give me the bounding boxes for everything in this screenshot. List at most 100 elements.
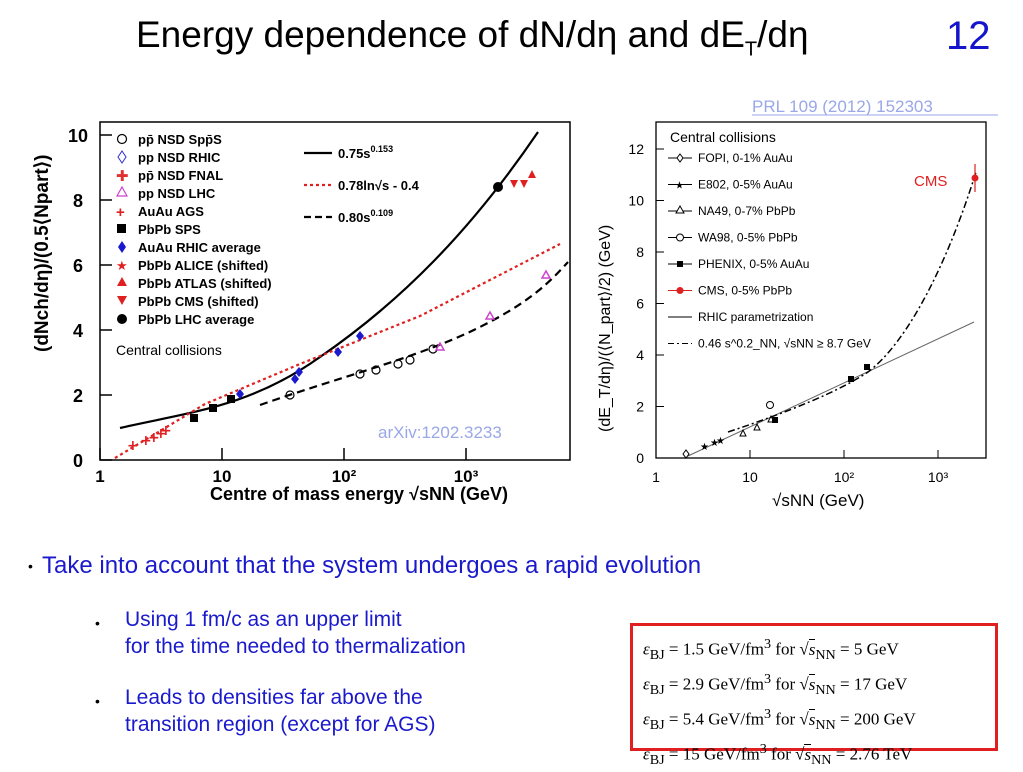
- right-y-tick-label: 4: [636, 347, 644, 363]
- left-x-tick-label: 10³: [454, 467, 479, 486]
- legend-star-icon: ★: [116, 258, 128, 273]
- bullet-sub-1: • Using 1 fm/c as an upper limit for the…: [95, 606, 466, 660]
- legend-label: pp̄ NSD FNAL: [138, 168, 223, 183]
- epsilon-symbol: ε: [643, 639, 650, 659]
- right-legend-label: RHIC parametrization: [698, 310, 813, 324]
- right-legend-label: E802, 0-5% AuAu: [698, 178, 793, 192]
- eq-superscript: 3: [763, 636, 772, 652]
- legend-label: pp NSD LHC: [138, 186, 216, 201]
- right-legend-red-circle-icon: [676, 287, 684, 294]
- right-data-points: ★ ★★: [682, 164, 979, 459]
- right-y-tick-label: 10: [628, 193, 644, 209]
- eq-root-subscript: NN: [815, 647, 836, 664]
- legend-open-diamond-icon: [117, 150, 127, 164]
- rhic-average-points: [236, 331, 364, 399]
- left-y-tick-label: 4: [73, 321, 83, 341]
- legend-label: PbPb ALICE (shifted): [138, 258, 268, 273]
- eq-subscript: BJ: [649, 717, 665, 734]
- legend-label: pp NSD RHIC: [138, 150, 221, 165]
- right-legend-open-circle-icon: [676, 233, 684, 242]
- eq-root-var: s: [808, 638, 816, 659]
- legend-curve-exponent: 0.109: [371, 208, 394, 218]
- bullet-sub-1-line-2: for the time needed to thermalization: [125, 635, 466, 658]
- pp-lhc-points: [434, 269, 552, 351]
- legend-circle-icon: [117, 314, 127, 324]
- left-x-tick-label: 10²: [332, 467, 357, 486]
- sqrt-symbol: √: [799, 674, 809, 694]
- bullet-sub-2-line-2: transition region (except for AGS): [125, 713, 436, 736]
- eq-root-var: s: [808, 708, 816, 729]
- legend-open-cross-icon: ✚: [116, 168, 129, 185]
- legend-open-circle-icon: [116, 133, 128, 145]
- title-tail-text: /dη: [757, 14, 809, 55]
- legend-triangle-down-icon: [117, 296, 127, 305]
- cms-label: CMS: [914, 173, 947, 190]
- right-legend-star-icon: ★: [675, 181, 684, 192]
- eq-superscript: 3: [763, 671, 772, 688]
- left-y-tick-label: 10: [68, 126, 88, 146]
- svg-text:★: ★: [700, 442, 709, 453]
- eq-value: = 1.5 GeV/fm: [664, 639, 764, 659]
- right-legend-label: NA49, 0-7% PbPb: [698, 204, 796, 218]
- svg-text:+: +: [140, 433, 152, 449]
- eq-value: = 5.4 GeV/fm: [664, 709, 764, 729]
- eq-superscript: 3: [763, 706, 772, 723]
- right-x-tick-label: 10: [742, 469, 758, 485]
- bullet-main: • Take into account that the system unde…: [28, 552, 701, 580]
- left-reference: arXiv:1202.3233: [378, 423, 502, 442]
- lhc-average-points: [493, 170, 536, 192]
- right-legend-open-triangle-icon: [675, 204, 685, 214]
- right-legend-open-diamond-icon: [676, 153, 684, 163]
- epsilon-symbol: ε: [643, 674, 650, 694]
- right-y-tick-label: 0: [636, 450, 644, 466]
- right-legend-label: 0.46 s^0.2_NN, √sNN ≥ 8.7 GeV: [698, 337, 871, 351]
- legend-square-icon: [117, 224, 126, 233]
- eq-result: = 17 GeV: [835, 674, 908, 694]
- energy-density-equation: εBJ = 2.9 GeV/fm3 for √sNN = 17 GeV: [643, 667, 995, 702]
- legend-label: pp̄ NSD Spp̄S: [138, 132, 222, 147]
- eq-subscript: BJ: [649, 647, 665, 664]
- energy-density-equation: εBJ = 1.5 GeV/fm3 for √sNN = 5 GeV: [643, 632, 995, 667]
- slide-title: Energy dependence of dN/dη and dET/dη: [136, 14, 809, 61]
- eq-root-subscript: NN: [815, 682, 836, 699]
- eq-root-subscript: NN: [811, 752, 832, 769]
- left-plot-frame: [99, 121, 571, 461]
- power-law-curve-dashed: [259, 261, 569, 407]
- energy-density-box: εBJ = 1.5 GeV/fm3 for √sNN = 5 GeV εBJ = …: [630, 623, 998, 768]
- bullet-dot: •: [95, 693, 100, 709]
- pp-points-open: [285, 344, 438, 400]
- left-x-tick-label: 1: [95, 467, 104, 486]
- eq-root-subscript: NN: [815, 717, 836, 734]
- right-figure: PRL 109 (2012) 152303 0 2 4 6 8 10 12 1 10 10² 10…: [588, 92, 1008, 522]
- eq-for: for: [766, 744, 796, 764]
- legend-cross-icon: +: [116, 204, 125, 221]
- title-subscript: T: [744, 38, 758, 61]
- sqrt-symbol: √: [799, 639, 809, 659]
- right-y-tick-label: 12: [628, 141, 644, 157]
- svg-text:+: +: [155, 426, 167, 442]
- legend-label: PbPb ATLAS (shifted): [138, 276, 272, 291]
- right-legend-label: FOPI, 0-1% AuAu: [698, 151, 793, 165]
- left-x-axis-label: Centre of mass energy √sNN (GeV): [210, 484, 508, 504]
- bullet-dot: •: [95, 615, 100, 631]
- right-x-tick-label: 10²: [834, 469, 855, 485]
- right-note: Central collisions: [670, 129, 776, 145]
- eq-for: for: [771, 674, 800, 694]
- eq-subscript: BJ: [649, 682, 665, 699]
- legend-open-triangle-icon: [115, 185, 129, 197]
- right-y-tick-label: 2: [636, 399, 644, 415]
- right-y-axis-label: (dE_T/dη)/(⟨N_part⟩/2) (GeV): [597, 225, 614, 432]
- left-y-tick-label: 6: [73, 256, 83, 276]
- power-law-curve-solid: [119, 131, 539, 430]
- bullet-sub-2-line-1: Leads to densities far above the: [125, 686, 423, 709]
- eq-subscript: BJ: [649, 752, 665, 769]
- pbpb-sps-points: [190, 395, 235, 422]
- left-x-tick-label: 10: [213, 467, 232, 486]
- rhic-parametrization-line: [687, 321, 975, 457]
- eq-result: = 200 GeV: [835, 709, 916, 729]
- svg-text:+: +: [160, 423, 172, 439]
- legend-label: PbPb CMS (shifted): [138, 294, 259, 309]
- legend-label: AuAu AGS: [138, 204, 204, 219]
- legend-label: AuAu RHIC average: [138, 240, 261, 255]
- right-legend-label: WA98, 0-5% PbPb: [698, 231, 798, 245]
